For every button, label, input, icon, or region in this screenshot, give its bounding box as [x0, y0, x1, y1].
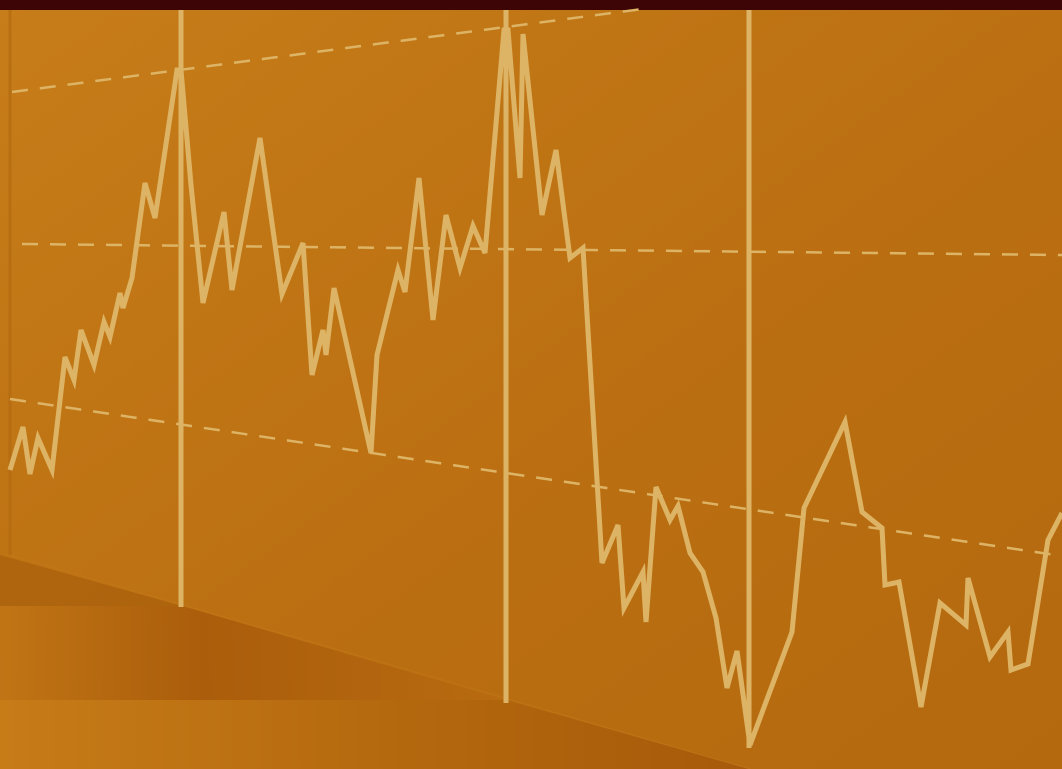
floor-panel-middle [0, 606, 506, 700]
dashed-guide-lower [9, 397, 1062, 558]
floor-edge [9, 554, 751, 769]
top-bar [0, 0, 1062, 10]
zigzag-line [7, 27, 1062, 746]
floor-panel-bottom [0, 700, 750, 769]
dashed-guide-upper [11, 6, 651, 94]
floor-panel-left [0, 555, 182, 606]
